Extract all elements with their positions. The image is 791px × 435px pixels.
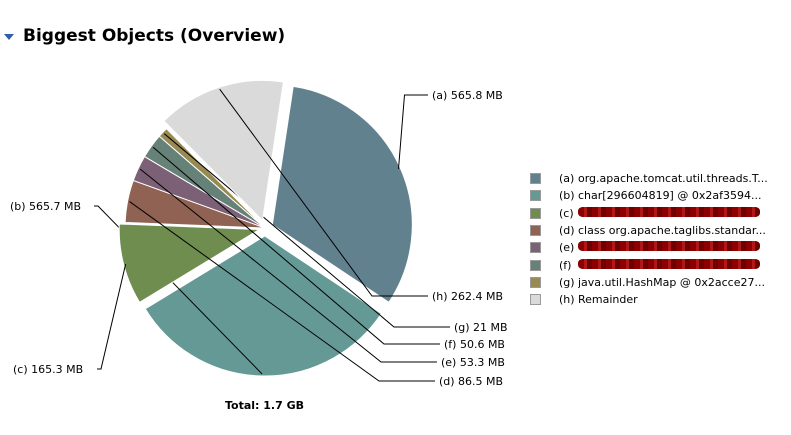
legend-text: org.apache.tomcat.util.threads.T...	[578, 172, 768, 186]
pie-slice-g[interactable]	[158, 127, 266, 229]
pie-slice-a[interactable]	[271, 85, 413, 303]
slice-label: (d) 86.5 MB	[439, 375, 503, 388]
legend-item[interactable]: (e)	[530, 239, 768, 256]
legend-item[interactable]: (a) org.apache.tomcat.util.threads.T...	[530, 170, 768, 187]
legend-key: (e)	[559, 241, 575, 255]
legend-key: (d)	[559, 224, 575, 238]
pie-slice-h[interactable]	[163, 79, 285, 222]
slice-label: (e) 53.3 MB	[441, 356, 505, 369]
legend-swatch	[530, 173, 541, 185]
slice-label: (f) 50.6 MB	[444, 338, 505, 351]
pie-slice-c[interactable]	[118, 223, 261, 304]
leader-line	[397, 94, 428, 169]
legend-item[interactable]: (g) java.util.HashMap @ 0x2acce27...	[530, 274, 768, 291]
pie-slice-b[interactable]	[144, 235, 383, 377]
legend-key: (f)	[559, 258, 572, 272]
legend-key: (g)	[559, 275, 575, 289]
legend-swatch	[530, 294, 541, 306]
legend-swatch	[530, 242, 541, 254]
slice-label: (c) 165.3 MB	[13, 363, 83, 376]
legend-swatch	[530, 190, 541, 202]
legend-text	[578, 258, 760, 272]
section-header: Biggest Objects (Overview)	[4, 26, 285, 46]
leader-line	[97, 264, 127, 370]
legend-swatch	[530, 207, 541, 219]
legend-item[interactable]: (b) char[296604819] @ 0x2af3594...	[530, 187, 768, 204]
redacted-text	[578, 241, 760, 252]
redacted-text	[578, 258, 760, 269]
legend-text: java.util.HashMap @ 0x2acce27...	[578, 275, 765, 289]
legend-key: (b)	[559, 189, 575, 203]
legend-text: class org.apache.taglibs.standar...	[578, 224, 766, 238]
legend-text	[578, 206, 760, 220]
legend-item[interactable]: (c)	[530, 205, 768, 222]
legend-swatch	[530, 225, 541, 237]
leader-line	[219, 88, 428, 297]
leader-line	[94, 205, 263, 375]
leader-line	[129, 201, 435, 382]
legend-key: (a)	[559, 172, 575, 186]
total-label: Total: 1.7 GB	[225, 399, 305, 412]
legend-item[interactable]: (h) Remainder	[530, 291, 768, 308]
legend-text	[578, 241, 760, 254]
redacted-text	[578, 206, 760, 217]
legend-swatch	[530, 276, 541, 288]
legend-item[interactable]: (d) class org.apache.taglibs.standar...	[530, 222, 768, 239]
slice-label: (b) 565.7 MB	[10, 200, 81, 213]
leader-line	[139, 168, 437, 363]
slice-label: (h) 262.4 MB	[432, 290, 503, 303]
leader-line	[152, 146, 440, 345]
legend-key: (c)	[559, 206, 574, 220]
legend-text: Remainder	[578, 293, 638, 307]
legend-swatch	[530, 259, 541, 271]
legend-item[interactable]: (f)	[530, 256, 768, 273]
section-title: Biggest Objects (Overview)	[23, 26, 286, 46]
legend-key: (h)	[559, 293, 575, 307]
slice-label: (g) 21 MB	[454, 321, 508, 334]
chart-legend: (a) org.apache.tomcat.util.threads.T... …	[530, 170, 768, 308]
legend-text: char[296604819] @ 0x2af3594...	[578, 189, 762, 203]
collapse-toggle-icon[interactable]	[4, 34, 14, 40]
slice-label: (a) 565.8 MB	[432, 89, 503, 102]
